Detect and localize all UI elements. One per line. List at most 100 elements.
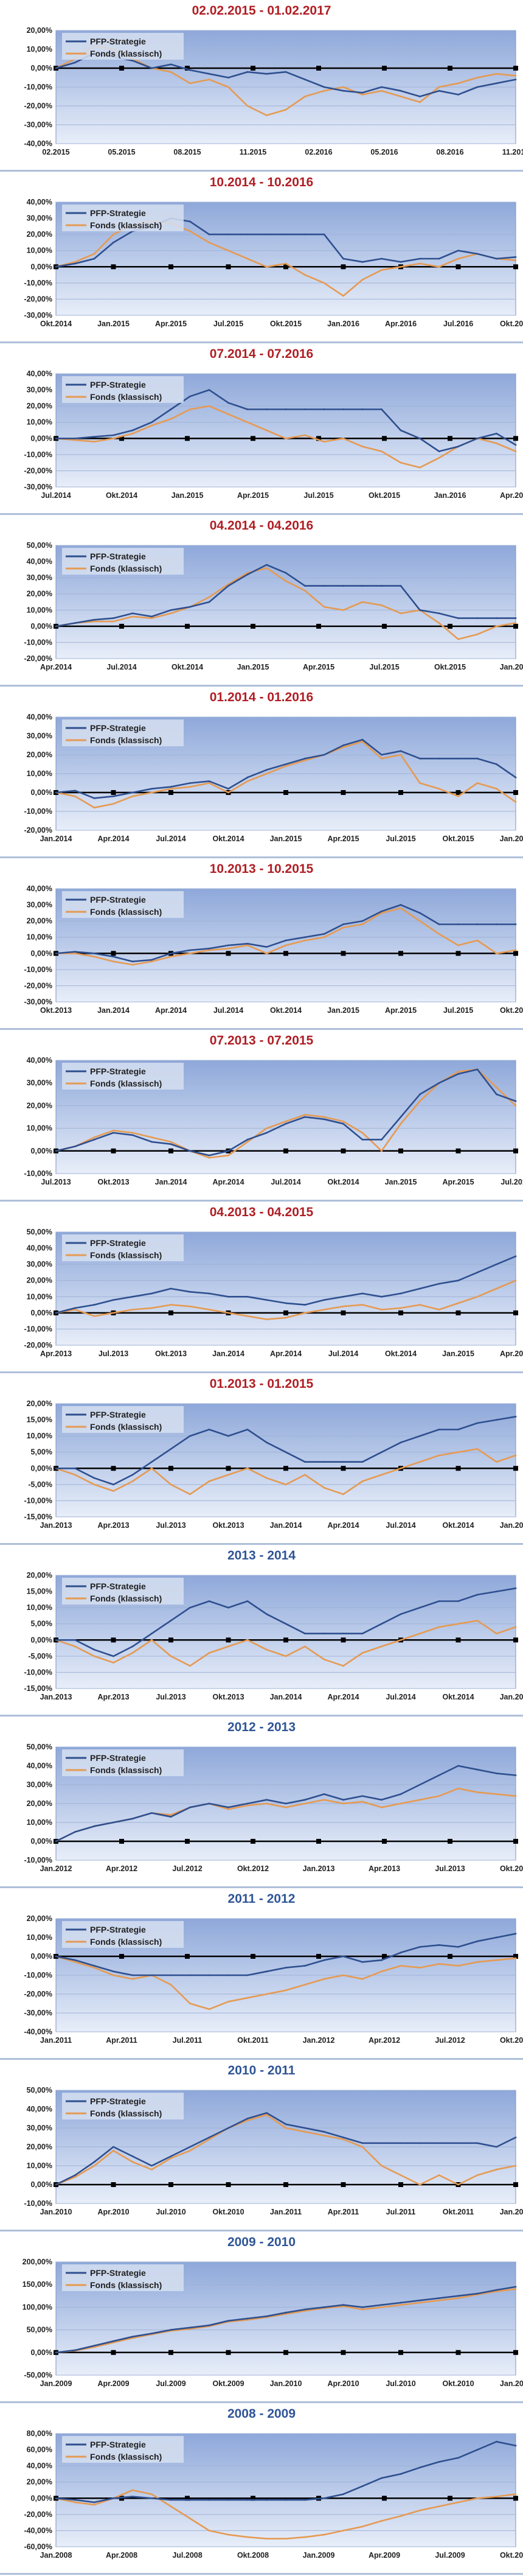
fund-point: [438, 2505, 440, 2507]
strategy-point: [496, 1419, 497, 1421]
fund-point: [151, 617, 153, 619]
fund-point: [457, 82, 459, 85]
fund-point: [514, 1795, 517, 1797]
fund-point: [323, 1799, 325, 1801]
fund-point: [246, 105, 249, 107]
strategy-point: [419, 2466, 421, 2469]
x-tick-label: Jul.2014: [386, 1521, 415, 1530]
strategy-point: [131, 1474, 134, 1476]
chart-panel: 07.2014 - 07.2016 -30,00% -20,00% -10,00% 0,…: [0, 343, 523, 515]
x-tick-label: Jan.2009: [40, 2379, 72, 2388]
x-tick-label: Jan.2008: [40, 2551, 72, 2560]
fund-point: [304, 2130, 306, 2133]
y-tick-label: 10,00%: [27, 2161, 52, 2170]
fund-point: [323, 2533, 325, 2536]
y-tick-label: 0,00%: [31, 434, 52, 443]
strategy-point: [151, 1812, 153, 1814]
strategy-point: [285, 1302, 287, 1304]
fund-point: [476, 939, 479, 942]
fund-point: [131, 1480, 134, 1482]
fund-point: [304, 1984, 306, 1986]
fund-point: [438, 1454, 440, 1457]
fund-point: [113, 803, 114, 805]
zero-axis-marker: [382, 623, 387, 629]
strategy-point: [74, 1959, 76, 1961]
legend-box: [62, 719, 184, 746]
fund-legend-label: Fonds (klassisch): [90, 564, 162, 573]
fund-point: [189, 786, 191, 788]
zero-axis-marker: [398, 1310, 403, 1315]
strategy-point: [514, 1933, 517, 1935]
fund-point: [476, 2174, 479, 2176]
strategy-point: [131, 961, 134, 962]
y-tick-label: 10,00%: [27, 1818, 52, 1827]
x-tick-label: Jan.2012: [40, 1864, 72, 1873]
zero-axis-marker: [226, 1466, 231, 1471]
fund-point: [323, 1658, 325, 1661]
strategy-point: [208, 1600, 210, 1602]
legend: PFP-Strategie Fonds (klassisch): [62, 1234, 184, 1261]
fund-point: [131, 1132, 134, 1134]
zero-axis-marker: [341, 2350, 346, 2355]
fund-legend-label: Fonds (klassisch): [90, 1594, 162, 1603]
strategy-point: [514, 1100, 517, 1102]
y-tick-label: 20,00%: [27, 1571, 52, 1580]
fund-point: [438, 2174, 440, 2176]
fund-point: [514, 801, 517, 803]
strategy-point: [227, 2320, 229, 2322]
strategy-point: [400, 2142, 402, 2144]
legend: PFP-Strategie Fonds (klassisch): [62, 548, 184, 575]
zero-axis-marker: [226, 951, 231, 956]
x-tick-label: Apr.2014: [327, 1693, 359, 1701]
strategy-point: [342, 1461, 344, 1463]
strategy-point: [131, 791, 134, 794]
strategy-point: [93, 1825, 95, 1827]
legend-box: [62, 1921, 184, 1948]
strategy-point: [113, 1132, 114, 1134]
fund-point: [514, 1279, 517, 1282]
strategy-point: [476, 1594, 479, 1596]
zero-axis-marker: [111, 790, 116, 795]
strategy-point: [151, 1633, 153, 1635]
fund-point: [476, 1961, 479, 1963]
zero-axis-marker: [382, 2496, 387, 2501]
fund-point: [74, 2501, 76, 2504]
line-chart: -20,00% -10,00% 0,00% 10,00% 20,00% 30,00% 40,…: [24, 1228, 523, 1358]
x-tick-label: Okt.2014: [327, 1178, 359, 1186]
x-tick-label: Jan.2015: [500, 1693, 523, 1701]
y-tick-label: 100,00%: [23, 2303, 52, 2311]
x-tick-label: Jul.2013: [435, 1864, 465, 1873]
strategy-point: [419, 2299, 421, 2301]
strategy-point: [342, 408, 344, 410]
fund-point: [457, 944, 459, 947]
fund-point: [208, 782, 210, 784]
fund-point: [400, 1467, 402, 1469]
x-tick-label: Jan.2014: [212, 1349, 244, 1358]
y-tick-label: -10,00%: [24, 2199, 52, 2208]
fund-point: [113, 2342, 114, 2343]
y-tick-label: 40,00%: [27, 2105, 52, 2113]
strategy-point: [457, 250, 459, 252]
fund-point: [266, 429, 268, 432]
x-tick-label: Jul.2014: [386, 1693, 415, 1701]
fund-point: [208, 2530, 210, 2532]
legend: PFP-Strategie Fonds (klassisch): [62, 205, 184, 231]
strategy-point: [189, 1974, 191, 1976]
strategy-point: [438, 1774, 440, 1776]
y-tick-label: -20,00%: [24, 2510, 52, 2519]
fund-point: [93, 441, 95, 443]
fund-point: [266, 1127, 268, 1129]
strategy-point: [246, 573, 249, 576]
fund-point: [476, 77, 479, 79]
fund-point: [419, 2509, 421, 2511]
x-tick-label: Jan.2013: [40, 1693, 72, 1701]
fund-point: [476, 782, 479, 784]
strategy-point: [285, 2123, 287, 2126]
y-tick-label: -5,00%: [28, 1652, 52, 1661]
strategy-point: [208, 1154, 210, 1157]
y-tick-label: -30,00%: [24, 2009, 52, 2017]
y-tick-label: 5,00%: [31, 1620, 52, 1628]
fund-point: [419, 1967, 421, 1969]
fund-point: [113, 620, 114, 623]
legend-box: [62, 2093, 184, 2119]
